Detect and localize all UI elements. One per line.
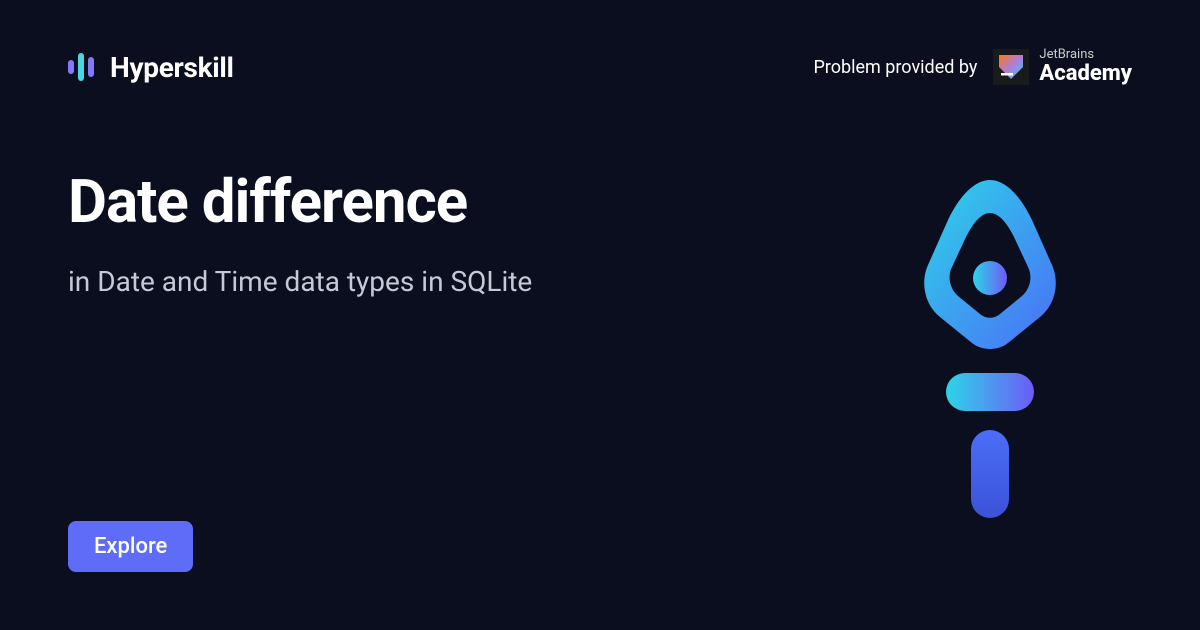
academy-block: JetBrains Academy [993, 48, 1132, 86]
header: Hyperskill Problem provided by [0, 0, 1200, 86]
academy-bottom-label: Academy [1039, 62, 1132, 86]
hyperskill-logo-icon [68, 53, 98, 81]
brand-provider: Problem provided by Je [813, 48, 1132, 86]
explore-button[interactable]: Explore [68, 521, 193, 572]
brand-hyperskill: Hyperskill [68, 51, 234, 84]
provided-by-text: Problem provided by [813, 57, 977, 78]
jetbrains-academy-icon [993, 49, 1029, 85]
brand-name: Hyperskill [110, 51, 234, 84]
pen-nib-decorative-icon [890, 175, 1090, 525]
academy-top-label: JetBrains [1039, 48, 1132, 62]
academy-text: JetBrains Academy [1039, 48, 1132, 86]
